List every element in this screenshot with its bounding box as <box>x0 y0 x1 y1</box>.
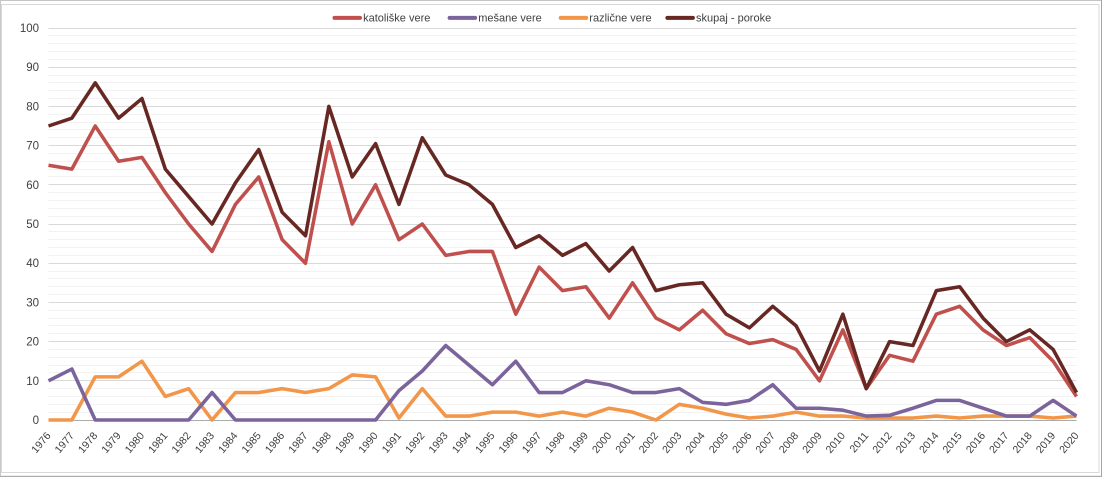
svg-text:različne vere: različne vere <box>589 13 651 25</box>
svg-text:60: 60 <box>26 180 39 192</box>
svg-text:mešane vere: mešane vere <box>478 13 542 25</box>
svg-text:40: 40 <box>26 258 39 270</box>
svg-text:70: 70 <box>26 141 39 153</box>
svg-text:0: 0 <box>33 415 39 427</box>
svg-text:50: 50 <box>26 219 39 231</box>
svg-text:80: 80 <box>26 101 39 113</box>
svg-text:skupaj - poroke: skupaj - poroke <box>696 13 771 25</box>
svg-text:100: 100 <box>20 23 39 35</box>
svg-text:30: 30 <box>26 297 39 309</box>
svg-text:10: 10 <box>26 376 39 388</box>
svg-text:20: 20 <box>26 337 39 349</box>
svg-text:90: 90 <box>26 62 39 74</box>
svg-text:katoliške vere: katoliške vere <box>363 13 430 25</box>
